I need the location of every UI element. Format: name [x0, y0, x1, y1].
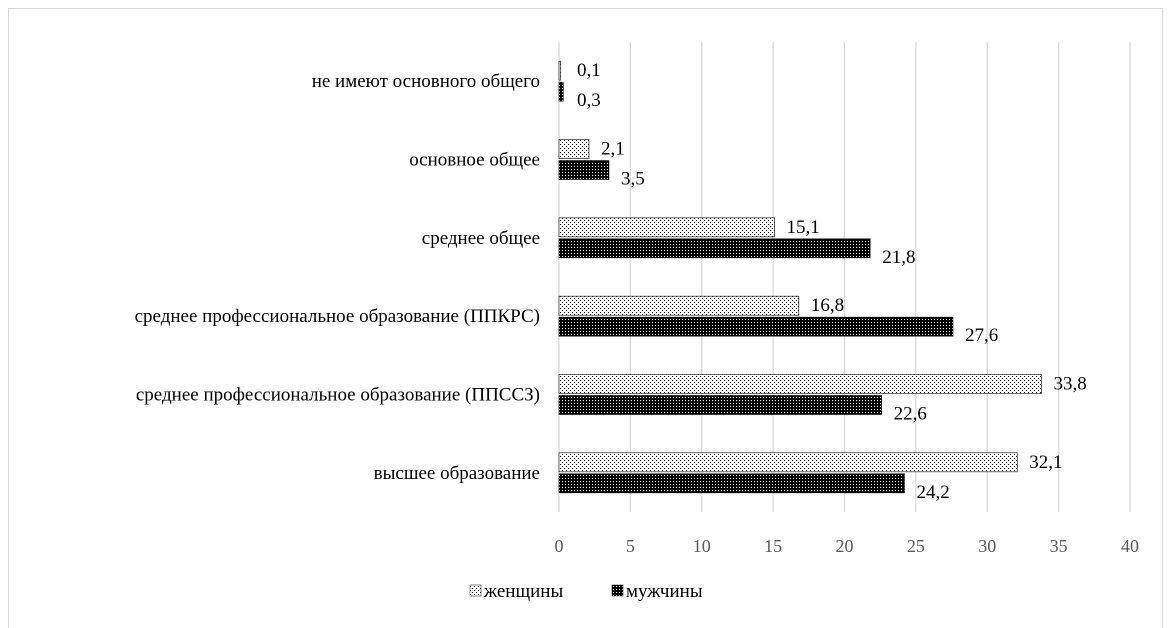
bar-men: [558, 238, 871, 259]
legend-label-men: мужчины: [626, 581, 703, 602]
legend-label-women: женщины: [483, 581, 563, 602]
bar-women: [558, 295, 800, 316]
data-label: 2,1: [601, 139, 625, 160]
category-label: среднее профессиональное образование (ПП…: [135, 306, 540, 327]
x-tick-labels: 0 5 10 15 20 25 30 35 40: [555, 536, 1140, 556]
data-label: 32,1: [1029, 452, 1062, 473]
x-tick-label: 40: [1121, 536, 1139, 556]
bar-women: [558, 374, 1042, 394]
bar-women: [558, 139, 590, 159]
x-tick-label: 20: [836, 536, 854, 556]
bar-men: [558, 473, 905, 494]
bar-women: [558, 452, 1018, 473]
bar-men: [558, 316, 954, 337]
category-label: основное общее: [409, 150, 540, 171]
data-label: 21,8: [882, 247, 915, 268]
data-label: 33,8: [1053, 374, 1086, 395]
category-labels: высшее образование среднее профессиональн…: [135, 71, 540, 484]
x-tick-label: 0: [555, 536, 564, 556]
x-tick-label: 5: [626, 536, 635, 556]
data-label: 3,5: [621, 169, 645, 190]
x-tick-label: 15: [764, 536, 782, 556]
data-label: 0,3: [577, 90, 601, 111]
bar-men: [558, 160, 610, 180]
category-label: не имеют основного общего: [312, 71, 540, 92]
data-label: 16,8: [811, 295, 844, 316]
data-label: 27,6: [965, 325, 998, 346]
x-tick-label: 30: [978, 536, 996, 556]
bar-men: [558, 81, 564, 102]
data-label: 15,1: [787, 217, 820, 238]
data-label: 22,6: [894, 404, 927, 425]
data-label: 24,2: [916, 482, 949, 503]
category-label: среднее общее: [422, 228, 540, 249]
x-tick-label: 35: [1050, 536, 1068, 556]
gridlines: [558, 42, 1131, 512]
legend-swatch-men: [611, 584, 624, 597]
category-label: высшее образование: [374, 463, 540, 484]
bar-men: [558, 395, 882, 415]
bars: [558, 60, 1042, 494]
data-label: 0,1: [577, 60, 601, 81]
legend: женщины мужчины: [469, 581, 703, 602]
bar-women: [558, 217, 775, 238]
x-tick-label: 25: [907, 536, 925, 556]
legend-swatch-women: [469, 584, 482, 597]
bar-women: [558, 60, 561, 81]
x-tick-label: 10: [693, 536, 711, 556]
category-label: среднее профессиональное образование (ПП…: [136, 385, 540, 406]
data-labels: 32,1 24,2 33,8 22,6 16,8 27,6 15,1 21,8 2,1 3,5 0,…: [577, 60, 1087, 503]
